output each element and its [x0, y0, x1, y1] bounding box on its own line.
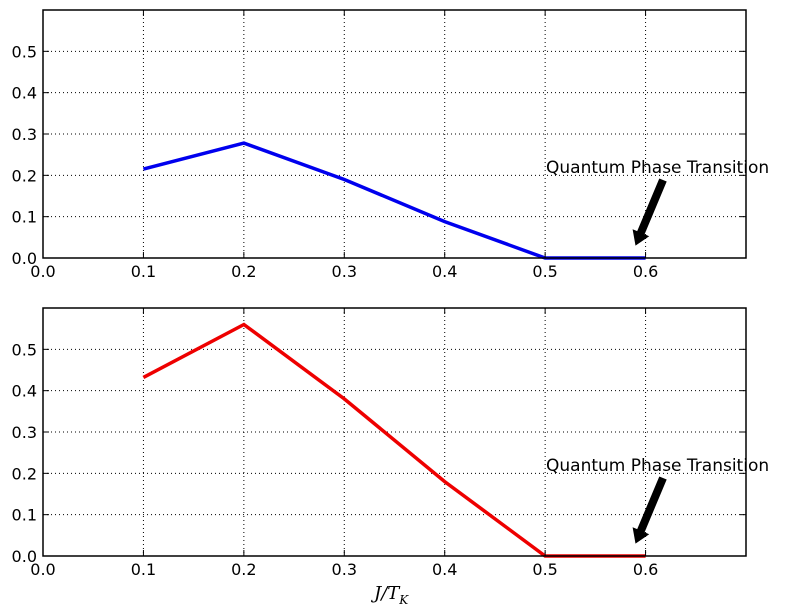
y-tick-label: 0.4 — [12, 382, 37, 401]
axes-frame — [42, 307, 747, 557]
y-tick-label: 0.2 — [12, 166, 37, 185]
x-tick-label: 0.3 — [332, 262, 357, 281]
y-tick-label: 0.0 — [12, 547, 37, 566]
annotation-arrow — [632, 476, 667, 544]
annotation-text: Quantum Phase Transition — [546, 158, 769, 178]
x-tick-label: 0.3 — [332, 560, 357, 579]
x-tick-label: 0.4 — [432, 560, 457, 579]
axes-frame — [42, 9, 747, 259]
y-tick-label: 0.1 — [12, 506, 37, 525]
x-tick-label: 0.5 — [532, 560, 557, 579]
x-tick-label: 0.5 — [532, 262, 557, 281]
x-tick-label: 0.1 — [131, 262, 156, 281]
x-tick-label: 0.2 — [231, 262, 256, 281]
x-tick-label: 0.6 — [633, 560, 658, 579]
y-tick-label: 0.3 — [12, 423, 37, 442]
x-tick-label: 0.0 — [30, 262, 55, 281]
x-tick-label: 0.1 — [131, 560, 156, 579]
y-tick-label: 0.3 — [12, 125, 37, 144]
annotation-text: Quantum Phase Transition — [546, 456, 769, 476]
y-tick-label: 0.5 — [12, 340, 37, 359]
x-tick-label: 0.2 — [231, 560, 256, 579]
x-axis-label: J/TK — [370, 583, 409, 607]
x-axis-label-main: J/T — [370, 583, 401, 604]
y-tick-label: 0.4 — [12, 84, 37, 103]
y-tick-label: 0.0 — [12, 249, 37, 268]
y-tick-label: 0.1 — [12, 208, 37, 227]
top-panel: 0.0 0.1 0.2 0.3 0.4 0.5 0.6 0.0 0.1 0.2 0.3 0.4 0.5 Q… — [12, 9, 769, 281]
y-tick-label: 0.2 — [12, 464, 37, 483]
y-tick-label: 0.5 — [12, 42, 37, 61]
x-tick-label: 0.6 — [633, 262, 658, 281]
x-tick-label: 0.0 — [30, 560, 55, 579]
bottom-panel: 0.0 0.1 0.2 0.3 0.4 0.5 0.6 0.0 0.1 0.2 0.3 0.4 0.5 Q… — [12, 307, 769, 579]
x-tick-label: 0.4 — [432, 262, 457, 281]
annotation-arrow — [632, 178, 667, 246]
series-line — [142, 322, 646, 558]
x-axis-label-subscript: K — [398, 593, 409, 607]
